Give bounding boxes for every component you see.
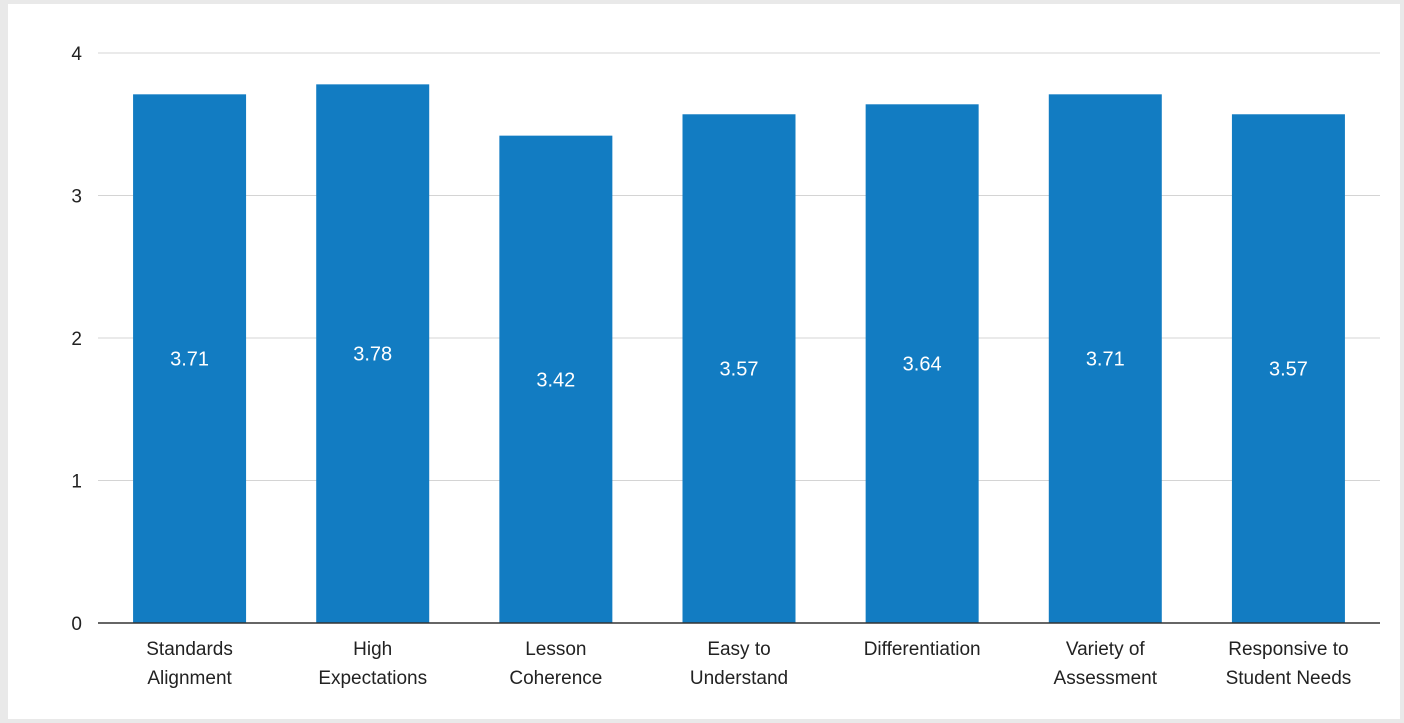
y-tick-label: 1	[71, 472, 82, 493]
x-category-label: Student Needs	[1226, 668, 1352, 689]
x-category-label: Standards	[146, 639, 233, 660]
bars	[133, 84, 1345, 623]
value-label: 3.78	[353, 344, 392, 366]
x-category-label: Expectations	[318, 668, 427, 689]
y-tick-label: 3	[71, 187, 82, 208]
x-category-label: Understand	[690, 668, 788, 689]
x-category-label: Assessment	[1054, 668, 1158, 689]
y-tick-label: 0	[71, 614, 82, 635]
x-category-label: Variety of	[1066, 639, 1146, 660]
x-axis-labels: Standards Alignment High Expectations Lesson…	[146, 639, 1351, 689]
x-category-label: High	[353, 639, 392, 660]
x-category-label: Alignment	[147, 668, 232, 689]
x-category-label: Lesson	[525, 639, 586, 660]
value-label: 3.71	[170, 349, 209, 371]
chart-card: 0 1 2 3 4 3.71 3.78 3.42 3.57 3.64 3.71 3.57 Stand…	[8, 4, 1400, 719]
y-tick-label: 2	[71, 329, 82, 350]
value-label: 3.71	[1086, 349, 1125, 371]
x-category-label: Coherence	[509, 668, 602, 689]
value-label: 3.57	[1269, 359, 1308, 381]
value-label: 3.57	[720, 359, 759, 381]
y-axis-ticks: 0 1 2 3 4	[71, 44, 82, 635]
value-label: 3.64	[903, 354, 942, 376]
bar-chart: 0 1 2 3 4 3.71 3.78 3.42 3.57 3.64 3.71 3.57 Stand…	[8, 4, 1400, 719]
x-category-label: Differentiation	[864, 639, 981, 660]
y-tick-label: 4	[71, 44, 82, 65]
x-category-label: Responsive to	[1228, 639, 1348, 660]
value-label: 3.42	[536, 369, 575, 391]
x-category-label: Easy to	[707, 639, 770, 660]
